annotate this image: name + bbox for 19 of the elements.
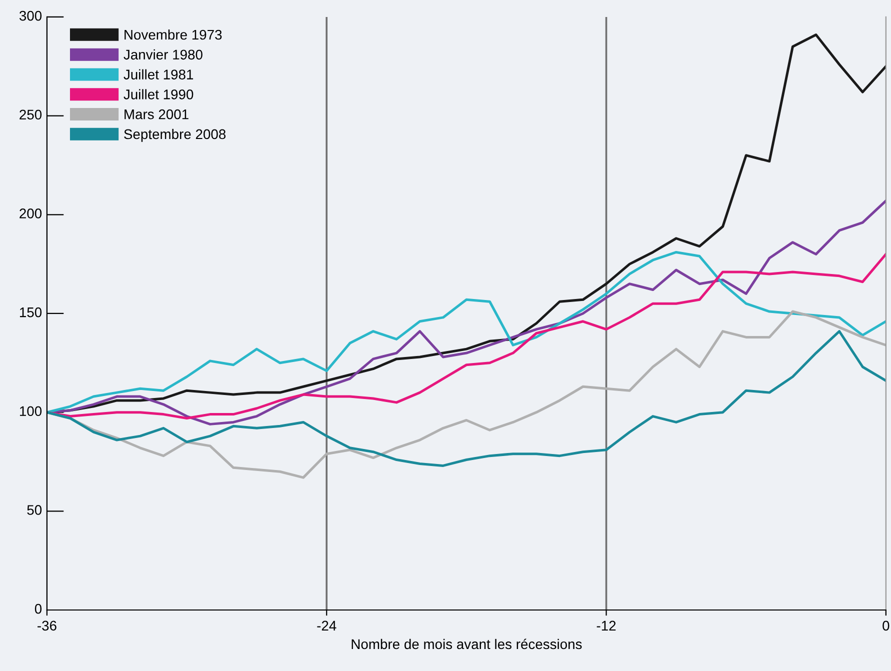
y-tick-label: 250 <box>20 110 42 120</box>
y-tick-label: 300 <box>19 10 42 21</box>
y-tick-label: 50 <box>27 505 42 515</box>
line-series <box>46 330 886 467</box>
x-axis-title: Nombre de mois avant les récessions <box>352 638 582 650</box>
legend-label: Novembre 1973 <box>124 29 222 40</box>
legend-label: Janvier 1980 <box>124 49 202 60</box>
x-tick-label: -12 <box>596 620 616 630</box>
x-tick-label: -24 <box>317 620 336 630</box>
y-tick-label: 150 <box>20 307 42 318</box>
y-tick-label: 0 <box>34 604 42 614</box>
y-tick-label: 100 <box>20 406 42 416</box>
y-tick-label: 200 <box>20 208 42 218</box>
legend-label: Septembre 2008 <box>124 128 226 142</box>
legend-label: Juillet 1981 <box>124 69 194 80</box>
x-tick-label: -36 <box>38 620 56 631</box>
legend-label: Mars 2001 <box>124 109 188 120</box>
legend-label: Juillet 1990 <box>124 89 194 100</box>
x-tick-label: 0 <box>882 620 890 631</box>
